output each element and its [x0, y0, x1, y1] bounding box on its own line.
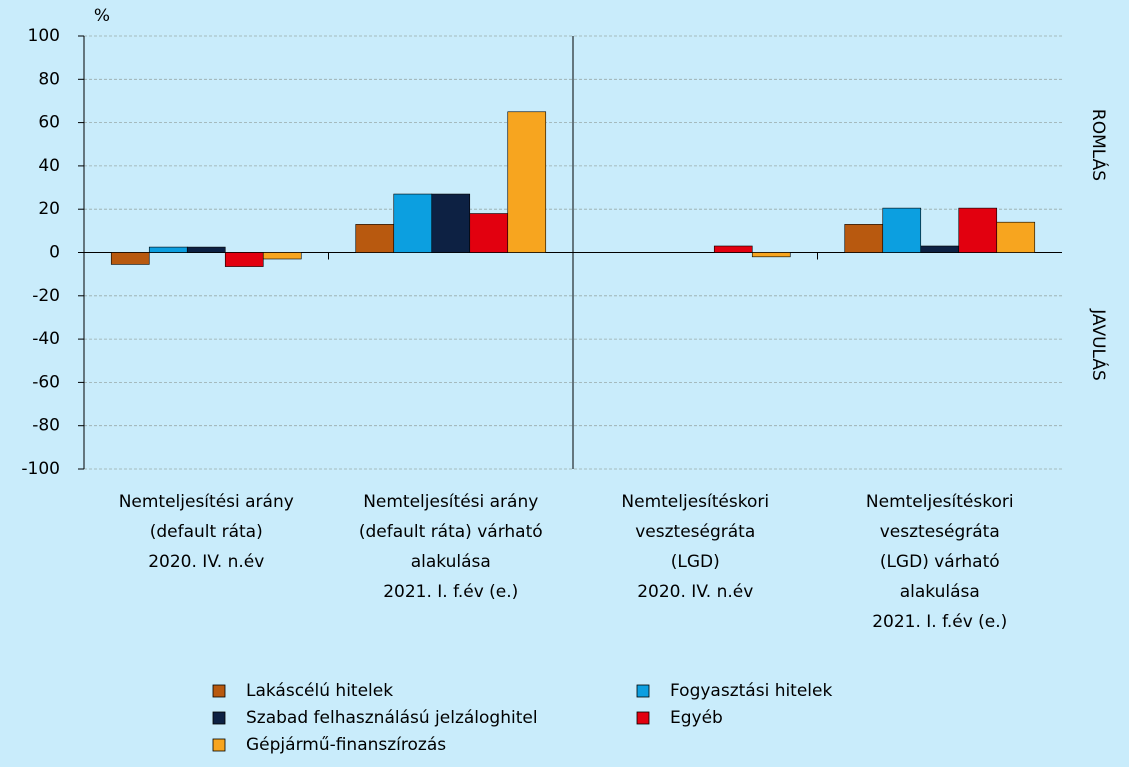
x-tick-label: (LGD) [671, 552, 720, 572]
bar [262, 252, 302, 260]
bar [224, 252, 264, 267]
bar [469, 213, 509, 253]
x-tick-label: alakulása [411, 552, 491, 572]
legend-label: Gépjármű-finanszírozás [246, 735, 446, 755]
annotation: ROMLÁS [1088, 109, 1110, 181]
legend-swatch [636, 684, 650, 698]
bar [844, 224, 884, 253]
y-tick-label: -20 [32, 286, 60, 306]
legend-swatch [212, 711, 226, 725]
bar [186, 246, 226, 253]
annotation: JAVULÁS [1088, 308, 1110, 381]
x-tick-label: Nemteljesítéskori [866, 492, 1014, 512]
legend-swatch [636, 711, 650, 725]
x-tick-label: Nemteljesítési arány [119, 492, 294, 512]
x-tick-label: (default ráta) [150, 522, 263, 542]
y-tick-label: 100 [28, 26, 60, 46]
legend-label: Fogyasztási hitelek [670, 681, 832, 701]
x-tick-label: alakulása [900, 582, 980, 602]
bar [110, 252, 150, 265]
bar [393, 193, 433, 253]
y-tick-label: 40 [38, 156, 60, 176]
x-tick-label: (LGD) várható [880, 552, 1000, 572]
legend-label: Szabad felhasználású jelzáloghitel [246, 708, 538, 728]
legend-swatch [212, 684, 226, 698]
x-tick-label: 2020. IV. n.év [148, 552, 264, 572]
bar [882, 207, 922, 253]
legend-label: Egyéb [670, 708, 723, 728]
y-tick-label: 60 [38, 113, 60, 133]
bar [713, 245, 753, 253]
legend-label: Lakáscélú hitelek [246, 681, 393, 701]
x-tick-label: veszteségráta [880, 522, 1000, 542]
y-tick-label: -80 [32, 416, 60, 436]
x-tick-label: 2021. I. f.év (e.) [872, 612, 1007, 632]
bar [751, 252, 791, 258]
bar [958, 207, 998, 253]
x-tick-label: Nemteljesítéskori [621, 492, 769, 512]
y-tick-label: 20 [38, 199, 60, 219]
x-tick-label: Nemteljesítési arány [363, 492, 538, 512]
bar [507, 111, 547, 253]
x-tick-label: 2021. I. f.év (e.) [383, 582, 518, 602]
x-tick-label: 2020. IV. n.év [637, 582, 753, 602]
bar [355, 224, 395, 253]
y-tick-label: 80 [38, 69, 60, 89]
x-tick-label: veszteségráta [635, 522, 755, 542]
legend-swatch [212, 738, 226, 752]
bar [431, 193, 471, 253]
y-tick-label: -60 [32, 372, 60, 392]
x-tick-label: (default ráta) várható [359, 522, 543, 542]
y-tick-label: -100 [21, 459, 60, 479]
y-tick-label: -40 [32, 329, 60, 349]
y-unit: % [94, 6, 110, 26]
bar [996, 221, 1036, 253]
y-tick-label: 0 [49, 243, 60, 263]
bar [920, 245, 960, 253]
bar [148, 246, 188, 253]
